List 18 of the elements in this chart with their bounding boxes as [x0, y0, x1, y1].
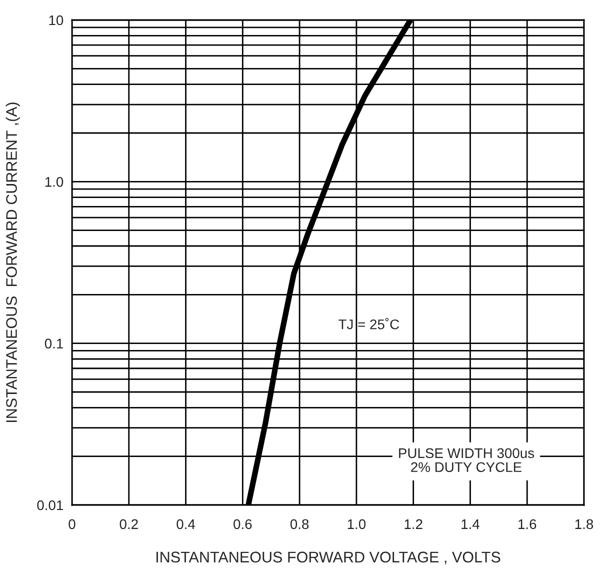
- y-tick-label: 0.1: [44, 338, 63, 349]
- x-tick-label: 1.0: [348, 519, 366, 530]
- annotation: PULSE WIDTH 300us 2% DUTY CYCLE: [399, 448, 534, 472]
- x-tick-label: 0.8: [290, 519, 309, 530]
- y-axis-title: INSTANTANEOUS FORWARD CURRENT ,(A): [6, 102, 20, 422]
- x-tick-label: 0.2: [120, 519, 138, 530]
- annotation: TJ = 25˚C: [338, 318, 400, 330]
- x-tick-label: 0.4: [176, 519, 196, 530]
- x-tick-label: 0.6: [234, 519, 252, 530]
- x-tick-label: 1.6: [518, 519, 536, 530]
- y-tick-label: 0.01: [37, 500, 63, 510]
- y-tick-label: 10: [49, 15, 64, 26]
- x-tick-label: 1.4: [462, 519, 480, 529]
- y-tick-label: 1.0: [45, 177, 64, 187]
- x-axis-title: INSTANTANEOUS FORWARD VOLTAGE , VOLTS: [156, 552, 500, 564]
- x-tick-label: 1.8: [575, 519, 594, 530]
- x-tick-label: 1.2: [404, 519, 422, 529]
- x-tick-label: 0: [68, 519, 76, 530]
